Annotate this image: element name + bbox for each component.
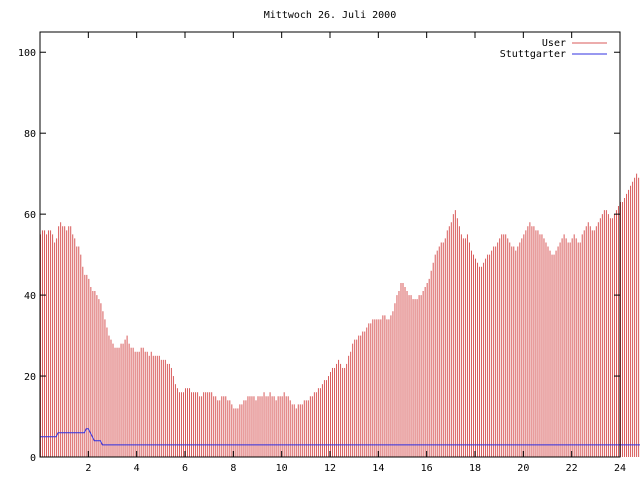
legend-label: Stuttgarter xyxy=(500,49,566,60)
x-tick-label: 14 xyxy=(372,463,384,474)
x-tick-label: 8 xyxy=(230,463,236,474)
x-tick-label: 12 xyxy=(324,463,336,474)
y-tick-label: 100 xyxy=(18,48,36,59)
x-tick-label: 22 xyxy=(566,463,578,474)
stuttgarter-line xyxy=(40,428,640,446)
legend-label: User xyxy=(542,38,566,49)
x-tick-label: 18 xyxy=(469,463,481,474)
x-axis: 2 4 6 8 10 12 14 16 18 20 22 24 xyxy=(85,32,626,474)
x-tick-label: 4 xyxy=(134,463,140,474)
x-tick-label: 20 xyxy=(517,463,529,474)
y-tick-label: 80 xyxy=(24,129,36,140)
user-bars xyxy=(40,173,640,457)
y-tick-label: 40 xyxy=(24,291,36,302)
x-tick-label: 16 xyxy=(421,463,433,474)
x-tick-label: 2 xyxy=(85,463,91,474)
x-tick-label: 10 xyxy=(276,463,288,474)
chart-title: Mittwoch 26. Juli 2000 xyxy=(264,10,396,21)
y-axis: 0 20 40 60 80 100 xyxy=(18,48,620,464)
y-tick-label: 0 xyxy=(30,453,36,464)
x-tick-label: 24 xyxy=(614,463,626,474)
x-tick-label: 6 xyxy=(182,463,188,474)
y-tick-label: 60 xyxy=(24,210,36,221)
y-tick-label: 20 xyxy=(24,372,36,383)
